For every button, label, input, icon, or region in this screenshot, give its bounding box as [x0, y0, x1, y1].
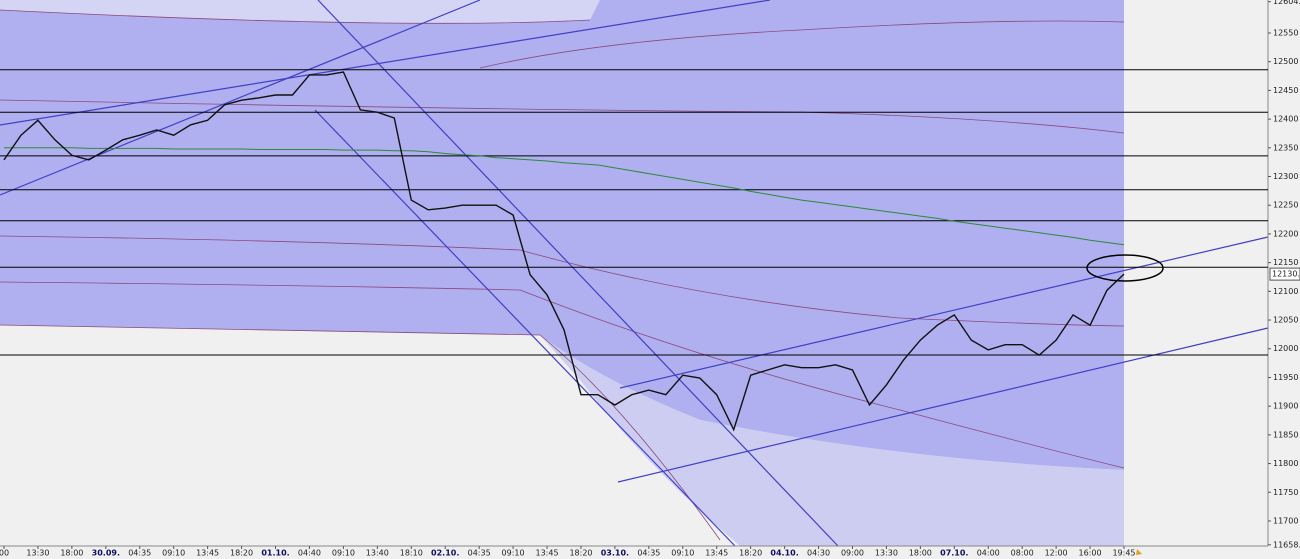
x-tick-label: 18:20: [230, 549, 253, 558]
y-tick-label: 12100: [1273, 287, 1298, 296]
x-tick-label: 09:10: [162, 549, 185, 558]
envelope: [0, 99, 1125, 134]
x-tick-label: 02.10.: [431, 549, 459, 558]
x-tick-label: 30.09.: [92, 549, 120, 558]
x-tick-label: 09:10: [502, 549, 525, 558]
x-tick-label: 09:10: [332, 549, 355, 558]
y-tick-label: 12150: [1273, 258, 1298, 267]
x-tick-label: 00: [0, 549, 9, 558]
y-tick-label: 12604.5: [1273, 0, 1300, 6]
y-tick-label: 11750: [1273, 488, 1298, 497]
x-tick-label: 04:35: [468, 549, 491, 558]
trendline: [617, 327, 1269, 483]
envelope: [0, 235, 1125, 327]
envelope: [0, 9, 591, 24]
y-tick-label: 11700: [1273, 516, 1298, 525]
current-price-label: 12130.0: [1272, 270, 1300, 279]
envelope: [0, 281, 1125, 469]
x-tick-label: 08:00: [1011, 549, 1034, 558]
x-tick-label: 13:45: [535, 549, 558, 558]
x-tick-label: 16:00: [1079, 549, 1102, 558]
x-tick-label: 03.10.: [601, 549, 629, 558]
x-tick-label: 18:20: [739, 549, 762, 558]
x-tick-label: 19:45: [1112, 549, 1135, 558]
y-tick-label: 12350: [1273, 143, 1298, 152]
x-tick-label: 13:30: [875, 549, 898, 558]
trendline: [314, 109, 736, 547]
highlight-ellipse: [1086, 254, 1164, 282]
x-tick-label: 13:45: [196, 549, 219, 558]
y-tick-label: 12400: [1273, 115, 1298, 124]
x-tick-label: 04:00: [977, 549, 1000, 558]
y-tick-label: 12000: [1273, 344, 1298, 353]
cursor-marker: [1136, 549, 1142, 555]
x-tick-label: 13:45: [705, 549, 728, 558]
x-tick-label: 01.10.: [261, 549, 289, 558]
x-tick-label: 12:00: [1045, 549, 1068, 558]
y-tick-label: 12300: [1273, 172, 1298, 181]
y-tick-label: 11900: [1273, 402, 1298, 411]
y-tick-label: 11658.5: [1273, 540, 1300, 549]
y-tick-label: 11850: [1273, 430, 1298, 439]
y-tick-label: 12500: [1273, 57, 1298, 66]
trendline: [317, 0, 839, 547]
y-tick-label: 12050: [1273, 316, 1298, 325]
y-tick-label: 12250: [1273, 201, 1298, 210]
x-tick-label: 13:40: [366, 549, 389, 558]
envelope: [479, 20, 1125, 69]
x-tick-label: 18:00: [60, 549, 83, 558]
x-tick-label: 04:30: [807, 549, 830, 558]
trendline: [0, 0, 771, 126]
y-tick-label: 12200: [1273, 229, 1298, 238]
x-tick-label: 09:10: [671, 549, 694, 558]
price-line: [4, 147, 1125, 246]
x-tick-label: 04.10.: [770, 549, 798, 558]
x-tick-label: 04:35: [128, 549, 151, 558]
price-line: [3, 71, 1125, 432]
x-tick-label: 18:10: [400, 549, 423, 558]
y-tick-label: 11800: [1273, 459, 1298, 468]
x-tick-label: 07.10.: [940, 549, 968, 558]
x-tick-label: 04:40: [298, 549, 321, 558]
x-tick-label: 13:30: [26, 549, 49, 558]
band-fill: [0, 0, 600, 24]
y-tick-label: 12450: [1273, 86, 1298, 95]
x-tick-label: 04:35: [637, 549, 660, 558]
trendline: [0, 0, 481, 196]
y-tick-label: 11950: [1273, 373, 1298, 382]
x-tick-label: 18:00: [909, 549, 932, 558]
current-price-box: [1269, 267, 1300, 281]
x-tick-label: 18:20: [569, 549, 592, 558]
x-tick-label: 09:00: [841, 549, 864, 558]
y-tick-label: 12550: [1273, 28, 1298, 37]
